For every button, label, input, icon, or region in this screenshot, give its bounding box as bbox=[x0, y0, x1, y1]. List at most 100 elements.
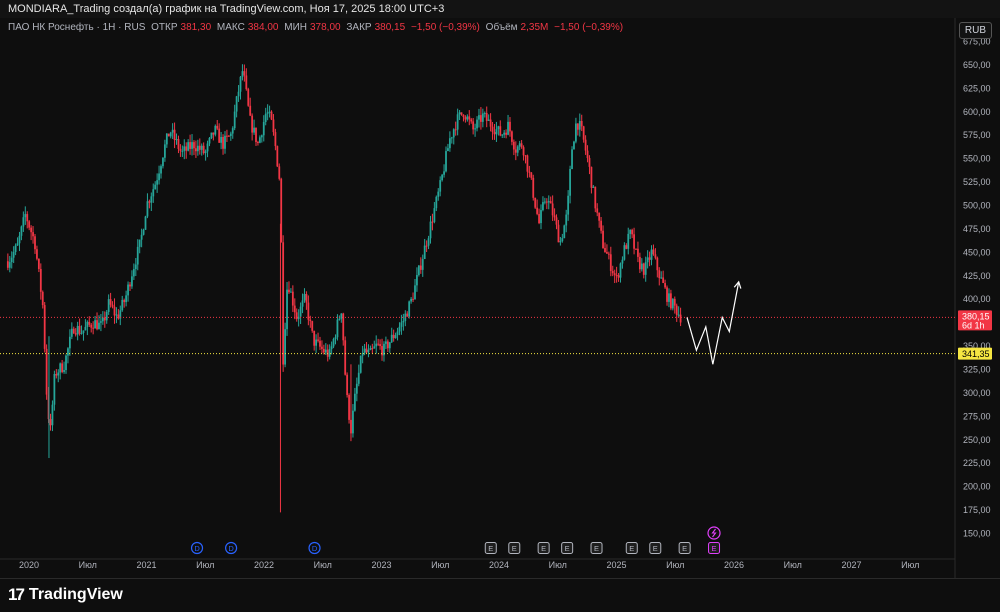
candle-body bbox=[675, 305, 678, 315]
time-tick-label: 2026 bbox=[724, 560, 744, 570]
earnings-marker-icon[interactable] bbox=[537, 542, 550, 554]
candle-body bbox=[557, 224, 560, 243]
dividend-marker-icon[interactable] bbox=[190, 541, 204, 555]
candle-body bbox=[400, 322, 403, 327]
candle-body bbox=[286, 289, 288, 330]
candle-body bbox=[270, 111, 273, 120]
earnings-marker-icon[interactable] bbox=[561, 542, 574, 554]
candle-body bbox=[460, 112, 463, 115]
price-chart[interactable]: 150,00 175,00 200,00 225,00 250,00 275,00 300,… bbox=[0, 18, 1000, 578]
candle-body bbox=[307, 302, 310, 320]
price-tick-label: 600,00 bbox=[963, 107, 991, 117]
candle-body bbox=[586, 150, 589, 159]
candle-body bbox=[183, 146, 186, 151]
price-tick-label: 625,00 bbox=[963, 83, 991, 93]
candle-body bbox=[181, 150, 184, 152]
price-tick-label: 350,00 bbox=[963, 341, 991, 351]
earnings-marker-icon[interactable] bbox=[678, 542, 691, 554]
earnings-marker-icon[interactable] bbox=[508, 542, 521, 554]
candle-body bbox=[642, 263, 645, 275]
bar-countdown-label: 6d 1h bbox=[962, 320, 985, 330]
dividend-marker-icon[interactable] bbox=[225, 541, 238, 555]
symbol-label[interactable]: ПАО НК Роснефть · 1Н · RUS bbox=[8, 22, 146, 33]
candle-body bbox=[540, 210, 542, 224]
candle-body bbox=[635, 248, 637, 250]
currency-button[interactable]: RUB bbox=[958, 22, 992, 39]
candle-body bbox=[578, 120, 581, 130]
candle-body bbox=[220, 136, 223, 143]
candle-body bbox=[584, 139, 587, 151]
candle-body bbox=[619, 263, 622, 278]
candle-body bbox=[551, 203, 554, 216]
upcoming-earnings-marker-icon[interactable] bbox=[708, 542, 721, 554]
candle-body bbox=[613, 273, 616, 275]
close-label: ЗАКР bbox=[346, 22, 372, 33]
earnings-marker-icon[interactable] bbox=[590, 542, 603, 554]
projection-arrowhead bbox=[733, 280, 742, 289]
candle-body bbox=[573, 141, 575, 150]
candle-body bbox=[671, 298, 674, 309]
candle-body bbox=[656, 257, 659, 271]
candle-body bbox=[352, 410, 354, 434]
candle-body bbox=[427, 238, 430, 246]
candle-body bbox=[32, 232, 34, 237]
candle-body bbox=[631, 229, 634, 235]
candle-body bbox=[212, 132, 215, 135]
candle-body bbox=[528, 171, 531, 173]
candle-body bbox=[268, 111, 271, 113]
candle-body bbox=[499, 126, 502, 136]
volume-value: 2,35M bbox=[520, 22, 549, 33]
earnings-marker-icon[interactable] bbox=[484, 542, 497, 554]
candle-body bbox=[662, 277, 665, 284]
candle-body bbox=[673, 298, 676, 306]
upcoming-event-bolt-icon[interactable] bbox=[707, 526, 721, 540]
last-price-label: 380,15 bbox=[962, 311, 990, 321]
earnings-marker-label: E bbox=[565, 544, 570, 553]
candle-body bbox=[107, 299, 110, 312]
candle-body bbox=[609, 254, 612, 271]
candle-body bbox=[196, 145, 199, 152]
candle-body bbox=[549, 201, 552, 204]
earnings-marker-icon[interactable] bbox=[649, 542, 662, 554]
candle-body bbox=[216, 125, 219, 129]
candle-body bbox=[495, 129, 498, 135]
candle-body bbox=[173, 129, 176, 140]
candle-body bbox=[617, 275, 620, 278]
tradingview-logo[interactable]: 17 TradingView bbox=[8, 585, 123, 605]
high-value: 384,00 bbox=[247, 22, 279, 33]
dividend-marker-icon[interactable] bbox=[308, 541, 321, 555]
candle-body bbox=[195, 148, 197, 152]
candle-body bbox=[342, 313, 345, 341]
candle-body bbox=[344, 340, 347, 375]
candle-body bbox=[594, 186, 597, 209]
candle-body bbox=[187, 142, 190, 151]
candle-body bbox=[423, 245, 426, 260]
chart-area[interactable]: 150,00 175,00 200,00 225,00 250,00 275,00 300,… bbox=[0, 18, 1000, 578]
candle-body bbox=[431, 221, 434, 223]
time-tick-label: Июл bbox=[549, 560, 567, 570]
candle-body bbox=[503, 132, 506, 135]
candle-body bbox=[654, 254, 657, 258]
volume-label: Объём bbox=[485, 22, 518, 33]
candle-body bbox=[129, 284, 131, 287]
candle-body bbox=[134, 264, 137, 270]
candle-body bbox=[383, 343, 385, 356]
candle-body bbox=[640, 263, 643, 270]
candle-body bbox=[70, 328, 73, 337]
candle-body bbox=[454, 129, 457, 131]
candle-body bbox=[90, 324, 93, 328]
candle-body bbox=[441, 174, 444, 181]
projection-path[interactable] bbox=[686, 281, 740, 365]
candle-body bbox=[169, 132, 172, 137]
candle-body bbox=[100, 321, 102, 323]
candle-body bbox=[80, 332, 83, 334]
candle-body bbox=[253, 127, 255, 133]
candle-body bbox=[160, 166, 162, 174]
candle-body bbox=[445, 151, 447, 172]
candle-body bbox=[417, 265, 420, 276]
earnings-marker-icon[interactable] bbox=[625, 542, 638, 554]
candle-body bbox=[299, 306, 302, 317]
candle-body bbox=[410, 298, 413, 302]
high-label: МАКС bbox=[216, 22, 245, 33]
candle-body bbox=[606, 252, 608, 254]
